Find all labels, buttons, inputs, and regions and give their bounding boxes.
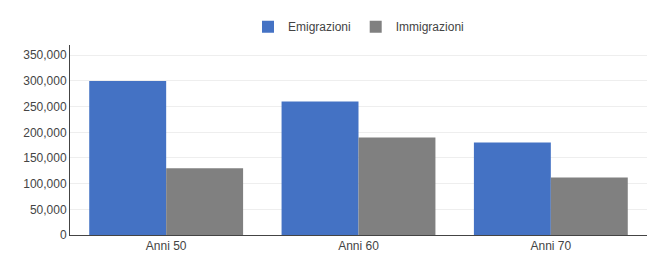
- svg-text:150,000: 150,000: [23, 151, 67, 165]
- svg-text:Emigrazioni: Emigrazioni: [288, 20, 351, 34]
- svg-text:50,000: 50,000: [30, 203, 67, 217]
- svg-text:Anni 50: Anni 50: [146, 239, 187, 253]
- svg-text:Anni 60: Anni 60: [338, 239, 379, 253]
- svg-text:350,000: 350,000: [23, 48, 67, 62]
- svg-text:Anni 70: Anni 70: [530, 239, 571, 253]
- svg-text:100,000: 100,000: [23, 177, 67, 191]
- svg-text:300,000: 300,000: [23, 74, 67, 88]
- svg-text:200,000: 200,000: [23, 126, 67, 140]
- svg-text:250,000: 250,000: [23, 100, 67, 114]
- svg-text:0: 0: [60, 228, 67, 242]
- svg-text:Immigrazioni: Immigrazioni: [396, 20, 464, 34]
